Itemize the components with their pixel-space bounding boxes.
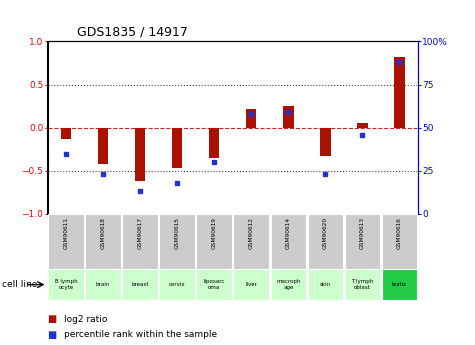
Bar — [86, 214, 121, 269]
Text: GSM90616: GSM90616 — [397, 217, 402, 248]
Text: ■: ■ — [48, 330, 57, 339]
Bar — [48, 214, 84, 269]
Text: liposarc
oma: liposarc oma — [204, 279, 225, 290]
Bar — [234, 214, 269, 269]
Text: cervix: cervix — [169, 282, 185, 287]
Bar — [135, 128, 145, 181]
Bar — [246, 109, 256, 128]
Bar — [308, 214, 343, 269]
Bar — [61, 128, 71, 139]
Text: GDS1835 / 14917: GDS1835 / 14917 — [77, 26, 188, 39]
Text: log2 ratio: log2 ratio — [64, 315, 107, 324]
Bar — [357, 123, 368, 128]
Bar — [123, 214, 158, 269]
Bar — [98, 128, 108, 164]
Bar — [197, 269, 232, 300]
Text: cell line: cell line — [2, 280, 38, 289]
Bar — [394, 57, 405, 128]
Text: skin: skin — [320, 282, 331, 287]
Bar — [234, 269, 269, 300]
Bar — [271, 269, 306, 300]
Bar — [160, 269, 195, 300]
Text: breast: breast — [132, 282, 149, 287]
Text: GSM90611: GSM90611 — [64, 217, 68, 248]
Bar — [123, 269, 158, 300]
Bar — [271, 214, 306, 269]
Bar — [283, 106, 294, 128]
Text: B lymph
ocyte: B lymph ocyte — [55, 279, 77, 290]
Text: GSM90617: GSM90617 — [138, 217, 142, 249]
Bar — [197, 214, 232, 269]
Text: testis: testis — [392, 282, 407, 287]
Text: T lymph
oblast: T lymph oblast — [352, 279, 373, 290]
Text: GSM90618: GSM90618 — [101, 217, 105, 249]
Text: GSM90620: GSM90620 — [323, 217, 328, 249]
Text: GSM90613: GSM90613 — [360, 217, 365, 249]
Text: GSM90614: GSM90614 — [286, 217, 291, 249]
Text: macroph
age: macroph age — [276, 279, 301, 290]
Text: GSM90619: GSM90619 — [212, 217, 217, 249]
Bar — [86, 269, 121, 300]
Text: ■: ■ — [48, 314, 57, 324]
Bar — [209, 128, 219, 158]
Text: percentile rank within the sample: percentile rank within the sample — [64, 330, 217, 339]
Bar — [172, 128, 182, 168]
Text: liver: liver — [246, 282, 257, 287]
Text: GSM90615: GSM90615 — [175, 217, 180, 249]
Bar — [320, 128, 331, 156]
Bar — [345, 269, 380, 300]
Bar — [382, 214, 417, 269]
Bar — [48, 269, 84, 300]
Bar — [160, 214, 195, 269]
Text: GSM90612: GSM90612 — [249, 217, 254, 249]
Bar — [308, 269, 343, 300]
Bar — [345, 214, 380, 269]
Bar — [382, 269, 417, 300]
Text: brain: brain — [96, 282, 110, 287]
